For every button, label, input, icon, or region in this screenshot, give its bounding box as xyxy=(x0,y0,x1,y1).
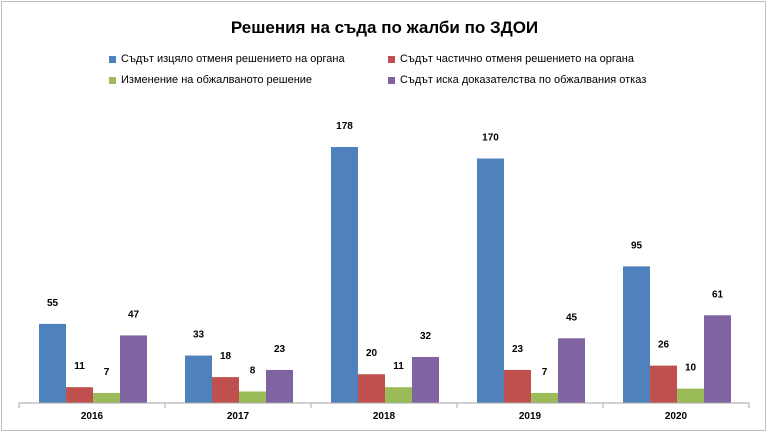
data-label-2020-series-3: 10 xyxy=(685,363,697,374)
bar-2018-series-1 xyxy=(331,147,358,403)
legend-item-partial-annul: Съдът частично отменя решението на орган… xyxy=(388,53,634,65)
bar-2017-series-2 xyxy=(212,377,239,403)
data-label-2018-series-1: 178 xyxy=(336,121,353,132)
legend-label: Изменение на обжалваното решение xyxy=(121,74,313,86)
bar-2016-series-4 xyxy=(120,335,147,403)
data-label-2017-series-1: 33 xyxy=(193,330,205,341)
bar-2016-series-1 xyxy=(39,323,66,403)
bar-2017-series-3 xyxy=(239,391,266,403)
data-label-2019-series-4: 45 xyxy=(566,312,578,323)
bar-2020-series-2 xyxy=(650,365,677,403)
x-tick-label-2018: 2018 xyxy=(373,411,396,422)
bar-2016-series-2 xyxy=(66,387,93,403)
bar-2018-series-2 xyxy=(358,374,385,403)
data-label-2016-series-2: 11 xyxy=(74,361,85,372)
data-label-2019-series-1: 170 xyxy=(482,133,499,144)
data-label-2017-series-2: 18 xyxy=(220,351,232,362)
data-label-2018-series-3: 11 xyxy=(393,361,404,372)
data-label-2019-series-2: 23 xyxy=(512,344,524,355)
legend-swatch xyxy=(388,55,395,63)
bar-2020-series-4 xyxy=(704,315,731,403)
legend-label: Съдът изцяло отменя решението на органа xyxy=(121,53,345,65)
legend-label: Съдът иска доказателства по обжалвания о… xyxy=(400,74,647,86)
data-label-2020-series-2: 26 xyxy=(658,340,670,351)
data-label-2017-series-4: 23 xyxy=(274,344,286,355)
bar-2018-series-4 xyxy=(412,356,439,403)
bar-2019-series-2 xyxy=(504,369,531,403)
bar-2019-series-4 xyxy=(558,338,585,403)
data-label-2016-series-4: 47 xyxy=(128,309,140,320)
bar-2018-series-3 xyxy=(385,387,412,403)
x-tick-label-2019: 2019 xyxy=(519,411,542,422)
bar-2017-series-4 xyxy=(266,369,293,403)
bar-2017-series-1 xyxy=(185,355,212,403)
data-label-2016-series-1: 55 xyxy=(47,298,59,309)
bar-2019-series-3 xyxy=(531,392,558,403)
legend-swatch xyxy=(109,55,116,63)
bar-2020-series-3 xyxy=(677,388,704,403)
data-label-2019-series-3: 7 xyxy=(542,367,548,378)
legend-swatch xyxy=(388,76,395,84)
data-label-2020-series-1: 95 xyxy=(631,240,643,251)
data-label-2017-series-3: 8 xyxy=(250,365,256,376)
bar-2016-series-3 xyxy=(93,392,120,403)
x-tick-label-2017: 2017 xyxy=(227,411,250,422)
bar-2020-series-1 xyxy=(623,266,650,403)
bar-2019-series-1 xyxy=(477,158,504,403)
data-label-2016-series-3: 7 xyxy=(104,367,110,378)
data-label-2018-series-4: 32 xyxy=(420,331,432,342)
legend-swatch xyxy=(109,76,116,84)
data-label-2020-series-4: 61 xyxy=(712,289,724,300)
chart-title: Решения на съда по жалби по ЗДОИ xyxy=(230,18,539,37)
legend-item-evidence-request: Съдът иска доказателства по обжалвания о… xyxy=(388,74,646,86)
data-label-2018-series-2: 20 xyxy=(366,348,378,359)
legend-item-amendment: Изменение на обжалваното решение xyxy=(109,74,312,86)
x-tick-label-2020: 2020 xyxy=(665,411,688,422)
legend-label: Съдът частично отменя решението на орган… xyxy=(400,53,634,65)
x-tick-label-2016: 2016 xyxy=(81,411,104,422)
legend-item-full-annul: Съдът изцяло отменя решението на органа xyxy=(109,53,345,65)
